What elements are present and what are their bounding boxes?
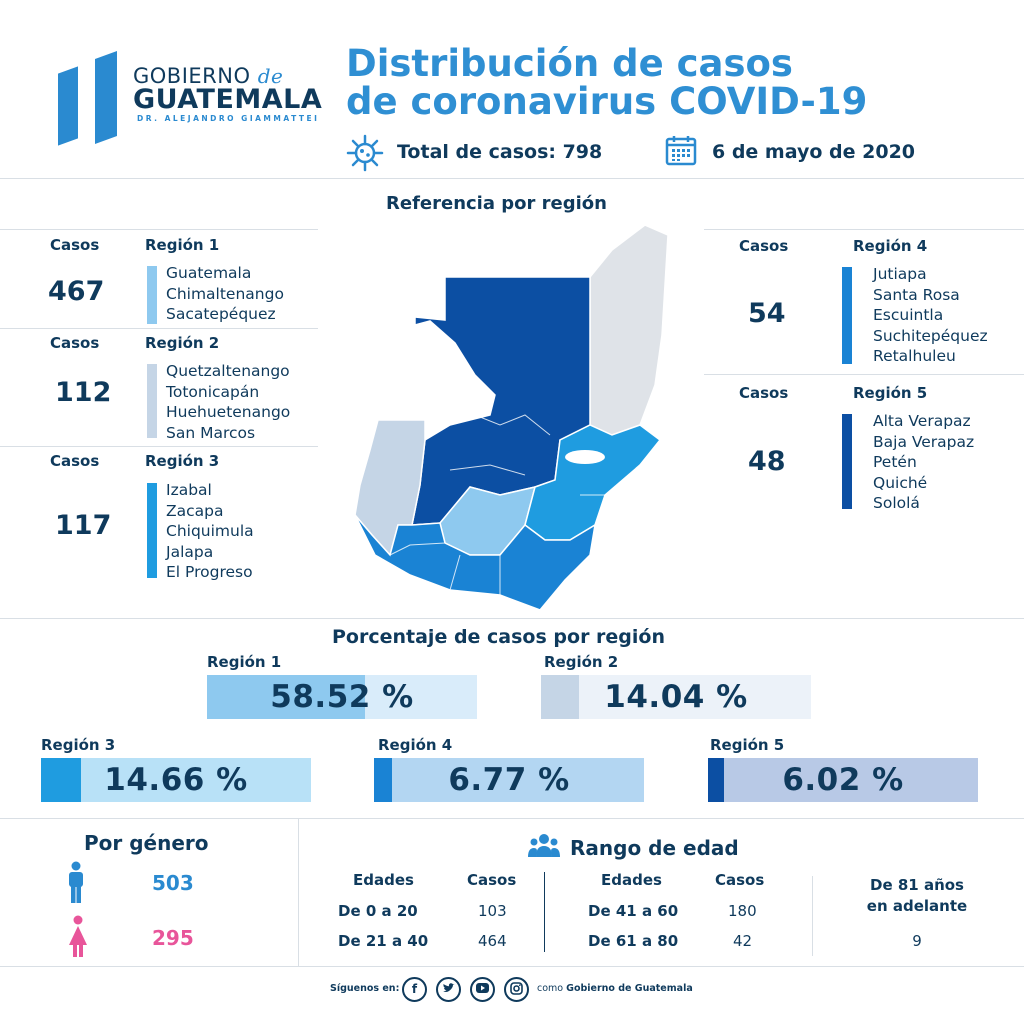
region-5-swatch: [842, 414, 852, 509]
region-5-name: Región 5: [853, 384, 928, 402]
youtube-icon[interactable]: [470, 977, 495, 1002]
divider: [0, 178, 1024, 179]
page-title-line2: de coronavirus COVID-19: [346, 80, 868, 123]
region-5-cases-label: Casos: [739, 384, 789, 402]
age-range-21-40: De 21 a 40: [338, 932, 429, 950]
region-5-cases: 48: [748, 446, 786, 477]
region-1-departments: Guatemala Chimaltenango Sacatepéquez: [166, 264, 284, 323]
logo-text-guatemala: GUATEMALA: [133, 84, 323, 115]
pct-region-2-fill: [541, 675, 579, 719]
region-3-name: Región 3: [145, 452, 220, 470]
pct-region-1-bar: 58.52 %: [207, 675, 477, 719]
region-4-swatch: [842, 267, 852, 364]
region-1-swatch: [147, 266, 157, 324]
pct-region-4-fill: [374, 758, 393, 802]
divider: [0, 229, 318, 230]
map-peten-east: [589, 225, 669, 436]
region-2-name: Región 2: [145, 334, 220, 352]
cases-col-header: Casos: [467, 871, 517, 889]
female-count: 295: [152, 926, 194, 950]
logo-text-gobierno: GOBIERNO de: [133, 64, 284, 88]
age-cases-61-80: 42: [733, 932, 753, 950]
region-2-cases: 112: [55, 377, 112, 408]
age-range-41-60: De 41 a 60: [588, 902, 679, 920]
pct-region-4-bar: 6.77 %: [374, 758, 644, 802]
region-1-cases-label: Casos: [50, 236, 100, 254]
pct-region-1-fill: [207, 675, 365, 719]
region-2-cases-label: Casos: [50, 334, 100, 352]
gender-title: Por género: [84, 831, 209, 855]
pct-region-3-fill: [41, 758, 81, 802]
age-range-0-20: De 0 a 20: [338, 902, 418, 920]
age-over-81-cases: 9: [912, 932, 922, 950]
region-2-departments: Quetzaltenango Totonicapán Huehuetenango…: [166, 362, 291, 442]
age-col-header: Edades: [353, 871, 414, 889]
virus-icon: [346, 134, 384, 172]
pct-region-2-value: 14.04 %: [604, 679, 748, 715]
region-1-name: Región 1: [145, 236, 220, 254]
follow-us-text: Síguenos en:: [330, 983, 400, 994]
pct-region-5-label: Región 5: [710, 736, 785, 754]
region-5-departments: Alta Verapaz Baja Verapaz Petén Quiché S…: [873, 412, 975, 512]
twitter-icon[interactable]: [436, 977, 461, 1002]
reference-title: Referencia por región: [386, 193, 607, 214]
percentage-title: Porcentaje de casos por región: [332, 626, 666, 648]
divider: [704, 374, 1024, 375]
region-2-swatch: [147, 364, 157, 438]
age-over-81-label-1: De 81 años: [870, 876, 964, 894]
pct-region-2-bar: 14.04 %: [541, 675, 811, 719]
age-cases-21-40: 464: [478, 932, 507, 950]
region-3-departments: Izabal Zacapa Chiquimula Jalapa El Progr…: [166, 481, 254, 581]
age-col-header-2: Edades: [601, 871, 662, 889]
region-3-swatch: [147, 483, 157, 578]
pct-region-5-bar: 6.02 %: [708, 758, 978, 802]
pct-region-4-value: 6.77 %: [448, 762, 570, 798]
region-4-cases: 54: [748, 298, 786, 329]
pct-region-1-value: 58.52 %: [270, 679, 414, 715]
logo-text-president: DR. ALEJANDRO GIAMMATTEI: [137, 114, 320, 123]
account-text: como Gobierno de Guatemala: [537, 983, 693, 994]
total-cases: Total de casos: 798: [397, 141, 603, 163]
divider: [812, 876, 813, 956]
divider: [544, 872, 545, 952]
divider: [0, 328, 318, 329]
age-range-61-80: De 61 a 80: [588, 932, 679, 950]
divider: [704, 229, 1024, 230]
pct-region-5-value: 6.02 %: [782, 762, 904, 798]
divider: [0, 446, 318, 447]
age-cases-41-60: 180: [728, 902, 757, 920]
report-date: 6 de mayo de 2020: [712, 141, 916, 163]
cases-col-header-2: Casos: [715, 871, 765, 889]
region-4-name: Región 4: [853, 237, 928, 255]
pct-region-3-value: 14.66 %: [104, 762, 248, 798]
pct-region-3-label: Región 3: [41, 736, 116, 754]
divider: [0, 818, 1024, 819]
age-title: Rango de edad: [570, 836, 739, 860]
region-3-cases: 117: [55, 510, 112, 541]
region-4-departments: Jutiapa Santa Rosa Escuintla Suchitepéqu…: [873, 265, 988, 365]
pct-region-4-label: Región 4: [378, 736, 453, 754]
divider: [298, 818, 299, 966]
guatemala-region-map: [354, 225, 669, 611]
divider: [0, 966, 1024, 967]
region-1-cases: 467: [48, 276, 105, 307]
age-cases-0-20: 103: [478, 902, 507, 920]
map-region-4: [354, 514, 597, 611]
facebook-icon[interactable]: f: [402, 977, 427, 1002]
male-icon: [69, 861, 83, 903]
divider: [0, 618, 1024, 619]
female-icon: [69, 915, 87, 957]
calendar-icon: [665, 136, 697, 166]
pct-region-1-label: Región 1: [207, 653, 282, 671]
people-icon: [528, 834, 560, 857]
male-count: 503: [152, 871, 194, 895]
pct-region-2-label: Región 2: [544, 653, 619, 671]
page-title-line1: Distribución de casos: [346, 42, 793, 85]
age-over-81-label-2: en adelante: [866, 897, 968, 915]
region-3-cases-label: Casos: [50, 452, 100, 470]
pct-region-5-fill: [708, 758, 725, 802]
region-4-cases-label: Casos: [739, 237, 789, 255]
pct-region-3-bar: 14.66 %: [41, 758, 311, 802]
instagram-icon[interactable]: [504, 977, 529, 1002]
